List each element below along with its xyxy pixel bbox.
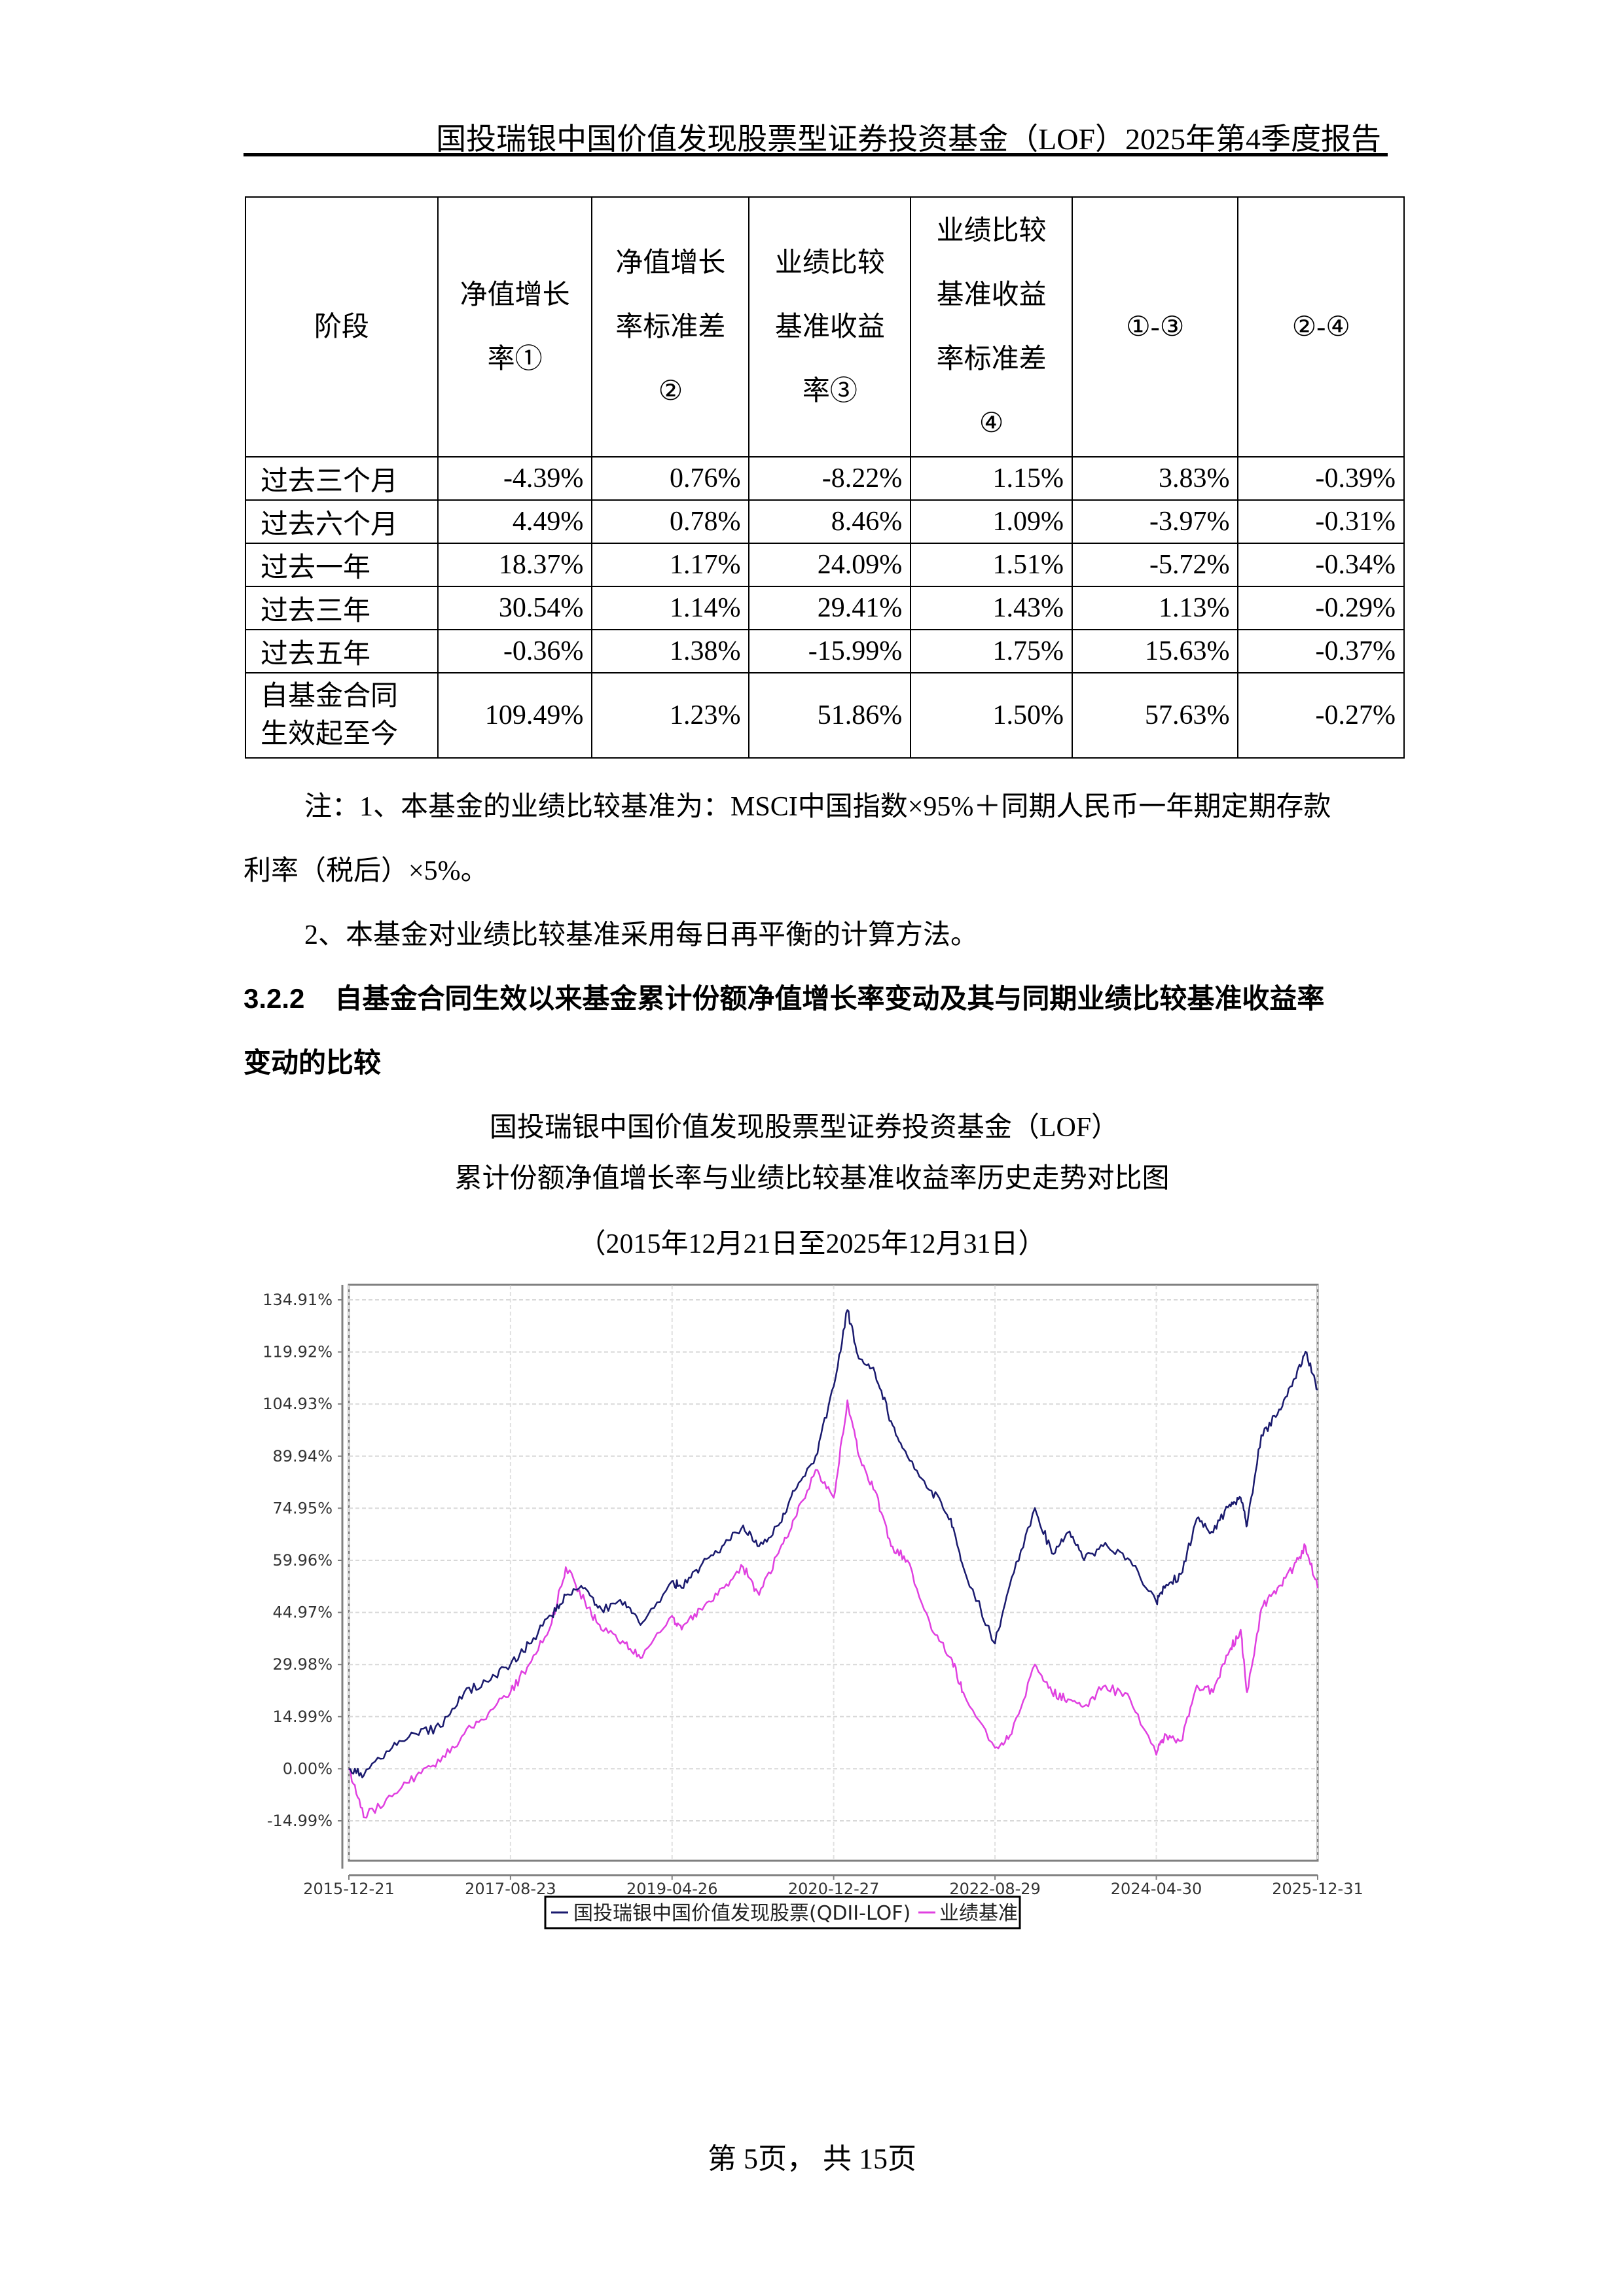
stage-cell: 过去一年 — [245, 543, 439, 587]
section-heading: 3.2.2 自基金合同生效以来基金累计份额净值增长率变动及其与同期业绩比较基准收益… — [244, 977, 1324, 1016]
y-tick-label: 44.97% — [272, 1604, 333, 1622]
cell: 3.83% — [1071, 456, 1239, 501]
note-1-line-2: 利率（税后）×5%。 — [244, 856, 488, 886]
x-tick-label: 2022-08-29 — [949, 1880, 1040, 1898]
y-tick-label: 59.96% — [272, 1551, 333, 1570]
section-title-line-2: 变动的比较 — [244, 1047, 382, 1078]
cell: -0.31% — [1237, 499, 1405, 544]
header-bench-std: 业绩比较 基准收益 率标准差 ④ — [910, 196, 1073, 457]
page-footer: 第 5页， 共 15页 — [708, 2143, 916, 2175]
table-header-row: 阶段 净值增长 率① 净值增长 率标准差 ② 业绩比较 基准收益 率③ 业绩比较 基准收益率… — [245, 196, 1405, 457]
table-row: 过去六个月 4.49% 0.78% 8.46% 1.09% -3.97% -0.… — [245, 499, 1405, 544]
legend-fund-label: 国投瑞银中国价值发现股票(QDII-LOF) — [573, 1902, 911, 1925]
x-axis-ticks: 2015-12-21 2017-08-23 2019-04-26 2020-12-27… — [303, 1875, 1363, 1898]
x-tick-label: 2015-12-21 — [303, 1880, 394, 1898]
y-tick-label: 134.91% — [262, 1291, 333, 1309]
y-tick-label: 0.00% — [283, 1759, 333, 1778]
cell: 51.86% — [748, 672, 912, 759]
header-diff-2-4: ②-④ — [1237, 196, 1405, 457]
cell: 1.17% — [591, 543, 750, 587]
cell: 1.15% — [910, 456, 1073, 501]
cell: -0.36% — [437, 629, 593, 673]
cell: 4.49% — [437, 499, 593, 544]
y-tick-label: 29.98% — [272, 1655, 333, 1674]
cell: 1.13% — [1071, 586, 1239, 630]
header-diff-1-3: ①-③ — [1071, 196, 1239, 457]
legend-box — [544, 1895, 1021, 1929]
x-tick-label: 2017-08-23 — [465, 1880, 556, 1898]
cell: 1.14% — [591, 586, 750, 630]
cell: -0.37% — [1237, 629, 1405, 673]
benchmark-line — [348, 1399, 1319, 1819]
y-tick-label: 104.93% — [262, 1395, 333, 1413]
header-nav-std: 净值增长 率标准差 ② — [591, 196, 750, 457]
cell: -0.39% — [1237, 456, 1405, 501]
stage-cell: 过去三个月 — [245, 456, 439, 501]
chart-caption-line-3: （2015年12月21日至2025年12月31日） — [578, 1229, 1046, 1259]
note-2: 2、本基金对业绩比较基准采用每日再平衡的计算方法。 — [304, 920, 979, 950]
stage-cell: 过去五年 — [245, 629, 439, 673]
cell: 30.54% — [437, 586, 593, 630]
chart-caption-line-2: 累计份额净值增长率与业绩比较基准收益率历史走势对比图 — [454, 1164, 1170, 1194]
stage-cell: 过去六个月 — [245, 499, 439, 544]
header-stage: 阶段 — [245, 196, 439, 457]
cell: 1.23% — [591, 672, 750, 759]
stage-cell: 自基金合同 生效起至今 — [245, 672, 439, 759]
cell: 18.37% — [437, 543, 593, 587]
cell: 15.63% — [1071, 629, 1239, 673]
cell: -8.22% — [748, 456, 912, 501]
cell: -0.29% — [1237, 586, 1405, 630]
y-tick-label: 14.99% — [272, 1708, 333, 1726]
section-number: 3.2.2 — [244, 983, 305, 1014]
cell: 1.43% — [910, 586, 1073, 630]
report-title: 国投瑞银中国价值发现股票型证券投资基金（LOF）2025年第4季度报告 — [436, 122, 1381, 156]
cell: 1.38% — [591, 629, 750, 673]
y-tick-label: 89.94% — [272, 1447, 333, 1465]
table-row: 过去五年 -0.36% 1.38% -15.99% 1.75% 15.63% -… — [245, 629, 1405, 673]
cell: -0.27% — [1237, 672, 1405, 759]
cell: -15.99% — [748, 629, 912, 673]
cell: 29.41% — [748, 586, 912, 630]
fund-line — [348, 1309, 1318, 1779]
y-tick-label: 74.95% — [272, 1499, 333, 1517]
y-axis-ticks: 134.91% 119.92% 104.93% 89.94% 74.95% 59.96% 4… — [262, 1291, 342, 1830]
cell: 1.51% — [910, 543, 1073, 587]
header-nav-growth: 净值增长 率① — [437, 196, 593, 457]
cell: -3.97% — [1071, 499, 1239, 544]
cell: 1.75% — [910, 629, 1073, 673]
cell: 0.76% — [591, 456, 750, 501]
cell: -0.34% — [1237, 543, 1405, 587]
x-tick-label: 2020-12-27 — [788, 1880, 879, 1898]
x-tick-label: 2025-12-31 — [1272, 1880, 1363, 1898]
series-lines — [348, 1309, 1319, 1819]
chart-caption-line-1: 国投瑞银中国价值发现股票型证券投资基金（LOF） — [489, 1113, 1119, 1143]
cell: 1.09% — [910, 499, 1073, 544]
table-row: 自基金合同 生效起至今 109.49% 1.23% 51.86% 1.50% 57… — [245, 672, 1405, 759]
note-1-line-1: 注：1、本基金的业绩比较基准为：MSCI中国指数×95%＋同期人民币一年期定期存… — [304, 792, 1331, 822]
x-tick-label: 2019-04-26 — [626, 1880, 717, 1898]
gridlines — [348, 1285, 1318, 1860]
line-chart: 134.91% 119.92% 104.93% 89.94% 74.95% 59.96% 4… — [209, 1276, 1407, 1944]
cell: 0.78% — [591, 499, 750, 544]
cell: 24.09% — [748, 543, 912, 587]
cell: 57.63% — [1071, 672, 1239, 759]
x-tick-label: 2024-04-30 — [1111, 1880, 1202, 1898]
performance-table: 阶段 净值增长 率① 净值增长 率标准差 ② 业绩比较 基准收益 率③ 业绩比较 基准收益率… — [245, 196, 1405, 759]
y-tick-label: -14.99% — [267, 1812, 333, 1830]
y-tick-label: 119.92% — [262, 1343, 333, 1361]
cell: 8.46% — [748, 499, 912, 544]
table-row: 过去一年 18.37% 1.17% 24.09% 1.51% -5.72% -0… — [245, 543, 1405, 587]
chart-canvas: 134.91% 119.92% 104.93% 89.94% 74.95% 59.96% 4… — [262, 1283, 1363, 1929]
page-header: 国投瑞银中国价值发现股票型证券投资基金（LOF）2025年第4季度报告 — [244, 110, 1388, 156]
legend-benchmark-label: 业绩基准 — [939, 1902, 1018, 1925]
stage-cell: 过去三年 — [245, 586, 439, 630]
section-title-line-1: 自基金合同生效以来基金累计份额净值增长率变动及其与同期业绩比较基准收益率 — [334, 983, 1325, 1014]
cell: -4.39% — [437, 456, 593, 501]
cell: 1.50% — [910, 672, 1073, 759]
table-row: 过去三个月 -4.39% 0.76% -8.22% 1.15% 3.83% -0… — [245, 456, 1405, 501]
table-row: 过去三年 30.54% 1.14% 29.41% 1.43% 1.13% -0.… — [245, 586, 1405, 630]
cell: -5.72% — [1071, 543, 1239, 587]
cell: 109.49% — [437, 672, 593, 759]
header-bench-return: 业绩比较 基准收益 率③ — [748, 196, 912, 457]
